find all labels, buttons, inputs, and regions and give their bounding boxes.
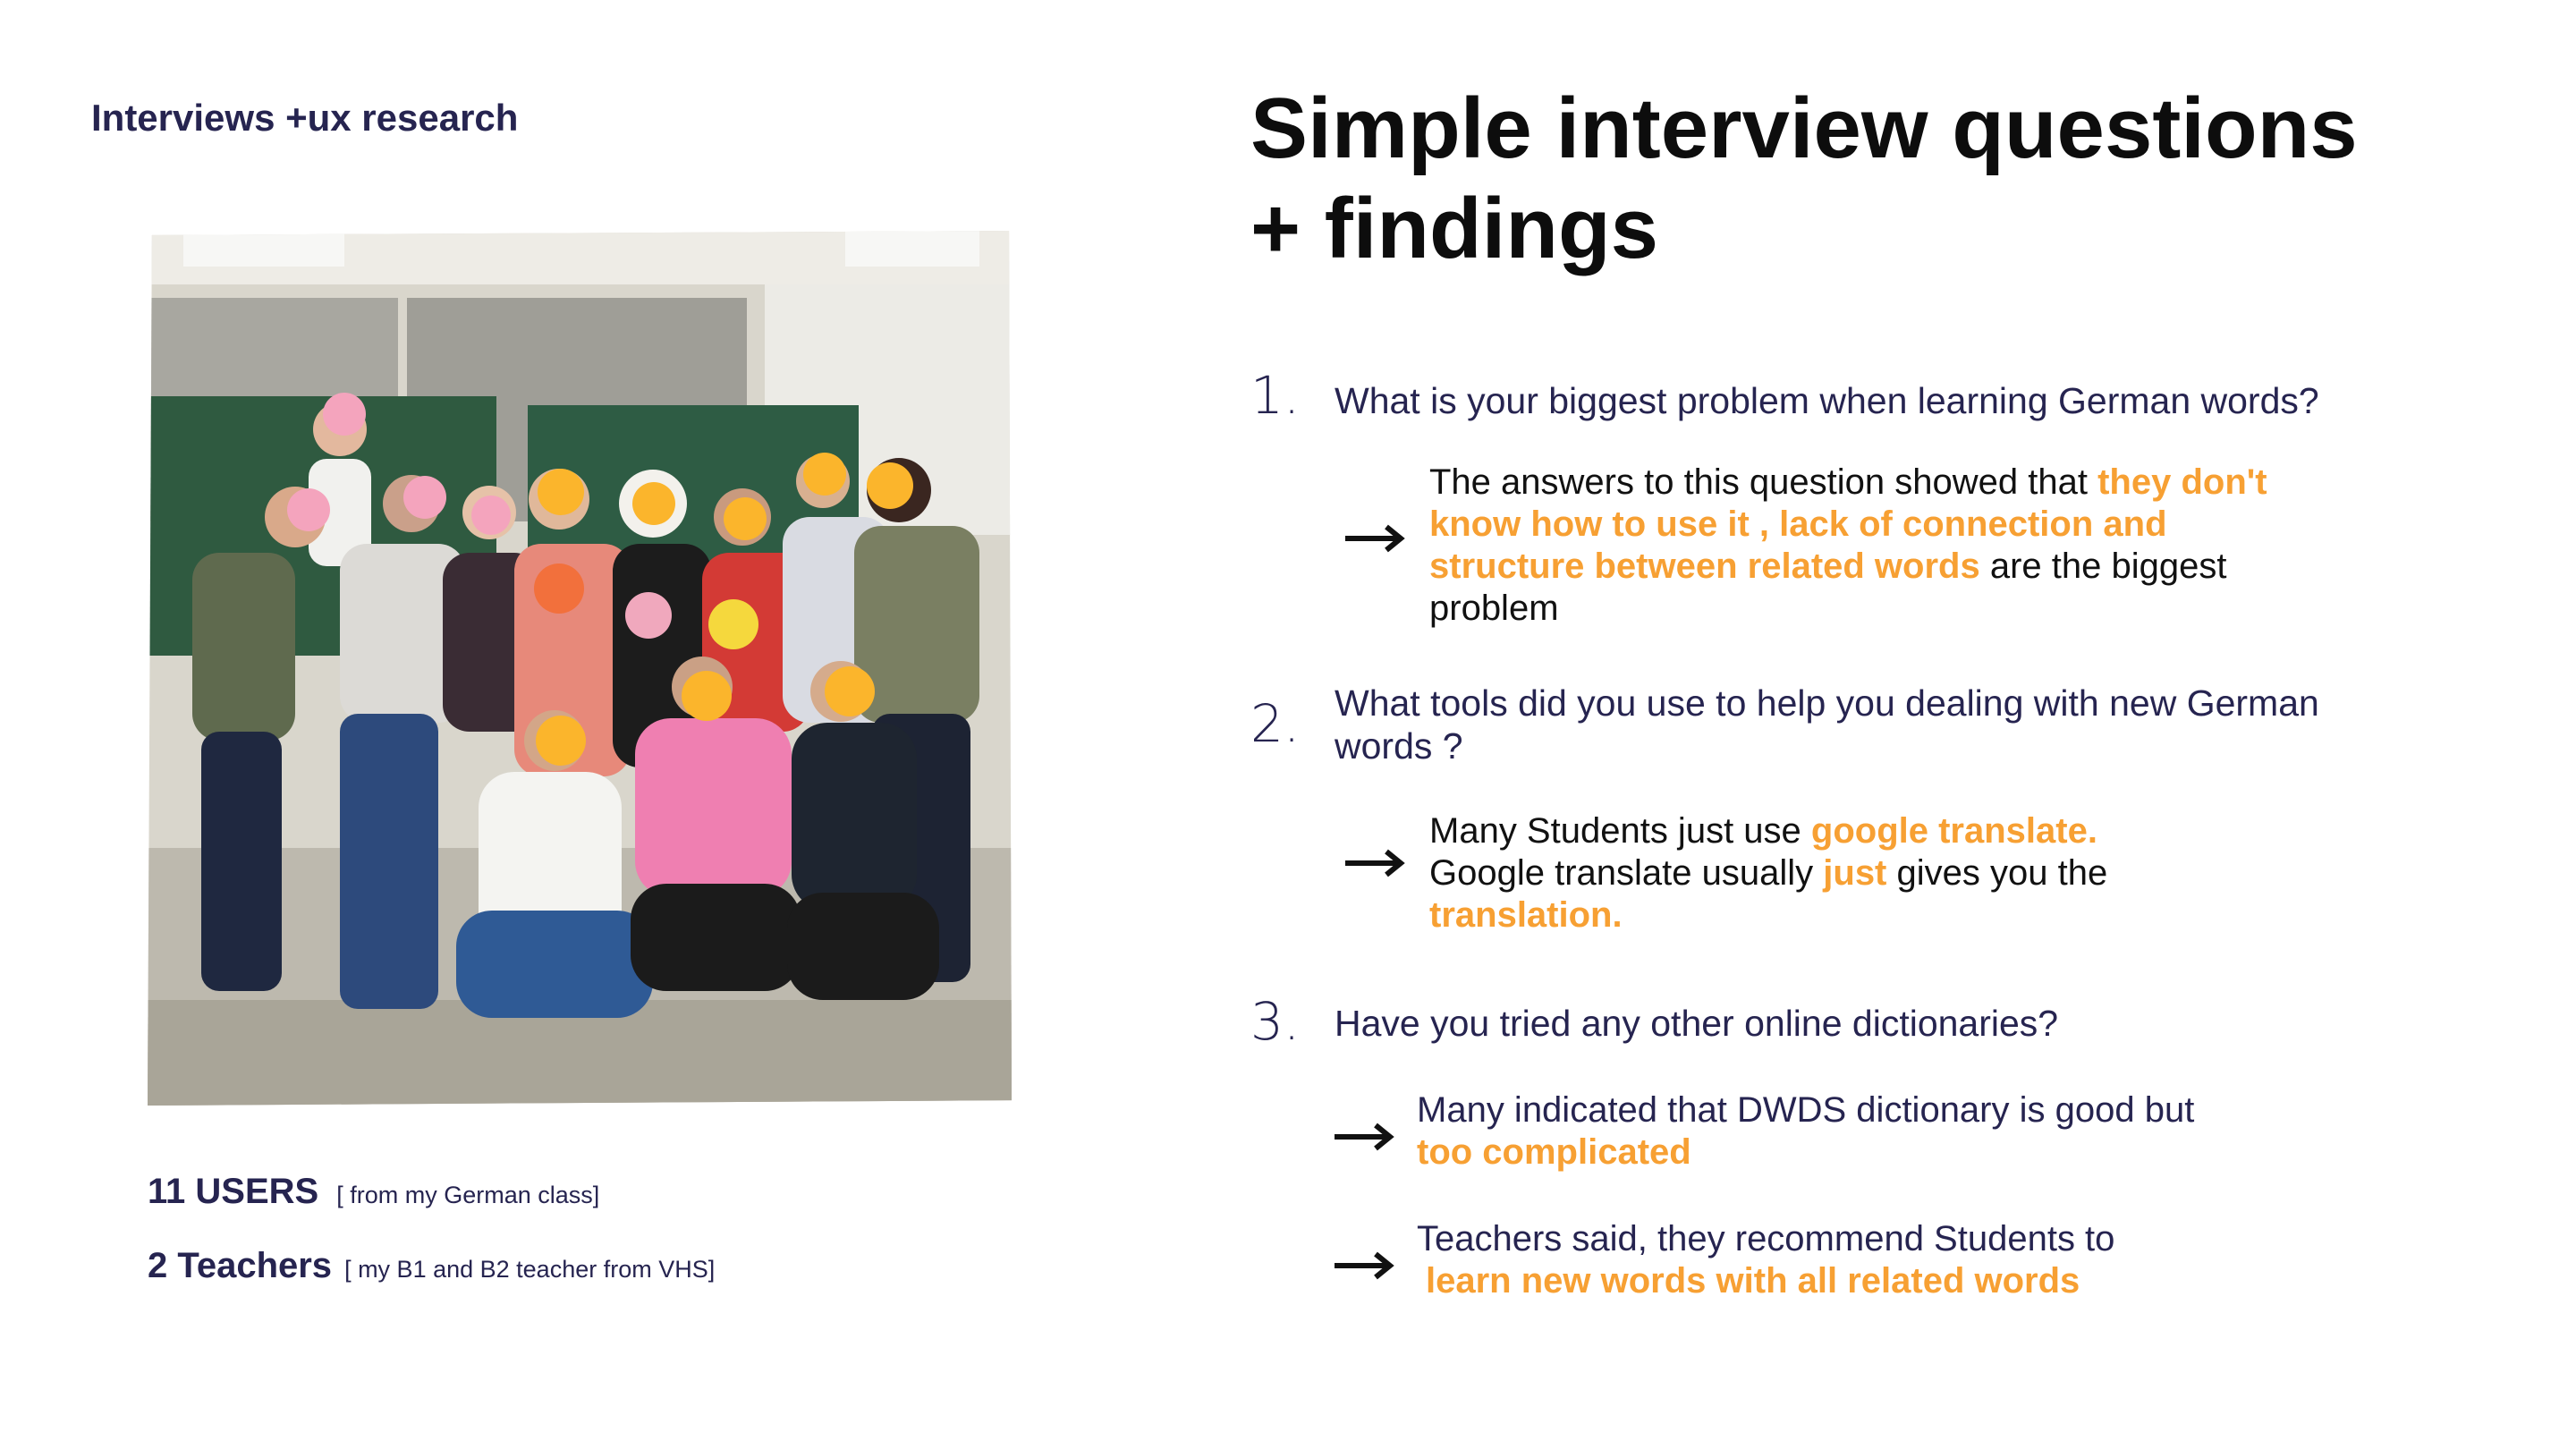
answer-text: The answers to this question showed that xyxy=(1429,462,2098,502)
page-title-line1: Simple interview questions xyxy=(1250,80,2358,176)
answer-1-1: The answers to this question showed that… xyxy=(1429,462,2395,630)
answer-text: gives you the xyxy=(1886,853,2108,893)
page-title-line2: + findings xyxy=(1250,181,1658,276)
answer-text: Many indicated that DWDS dictionary is g… xyxy=(1417,1090,2195,1130)
answer-highlight: just xyxy=(1823,853,1887,893)
group-photo xyxy=(148,231,1012,1106)
answer-text: are the biggest problem xyxy=(1429,547,2227,628)
answer-highlight: google translate. xyxy=(1810,811,2097,851)
question-2-number: 2. xyxy=(1250,693,1301,754)
stat-users: 11 USERS [ from my German class] xyxy=(148,1172,599,1212)
answer-text: Teachers said, they recommend Students t… xyxy=(1417,1219,2115,1258)
question-1-number: 1. xyxy=(1250,365,1301,426)
arrow-right-icon xyxy=(1345,524,1405,553)
question-2-text: What tools did you use to help you deali… xyxy=(1335,682,2319,767)
stat-users-note: [ from my German class] xyxy=(336,1182,600,1208)
arrow-right-icon xyxy=(1345,849,1405,877)
answer-highlight: too complicated xyxy=(1417,1132,1691,1172)
answer-highlight: they don't xyxy=(2097,462,2267,502)
question-1-text: What is your biggest problem when learni… xyxy=(1335,380,2319,421)
stat-users-label: 11 USERS xyxy=(148,1172,319,1211)
arrow-right-icon xyxy=(1335,1251,1394,1280)
answer-highlight: translation. xyxy=(1429,895,1623,935)
question-3-text: Have you tried any other online dictiona… xyxy=(1335,1003,2059,1044)
answer-2-1: Many Students just use google translate.… xyxy=(1429,810,2234,936)
answer-text: Many Students just use xyxy=(1429,811,1811,851)
page-title: Simple interview questions + findings xyxy=(1250,79,2413,279)
stat-teachers-label: 2 Teachers xyxy=(148,1246,333,1285)
answer-highlight: know how to use it , lack of connection … xyxy=(1429,504,2167,586)
arrow-right-icon xyxy=(1335,1123,1394,1151)
stat-teachers-note: [ my B1 and B2 teacher from VHS] xyxy=(344,1256,716,1283)
question-3-number: 3. xyxy=(1250,991,1301,1052)
stat-teachers: 2 Teachers [ my B1 and B2 teacher from V… xyxy=(148,1246,715,1286)
answer-highlight: learn new words with all related words xyxy=(1426,1261,2080,1301)
answer-text: Google translate usually xyxy=(1429,853,1824,893)
section-label: Interviews +ux research xyxy=(91,97,519,139)
answer-3-1: Many indicated that DWDS dictionary is g… xyxy=(1417,1089,2222,1174)
answer-3-2: Teachers said, they recommend Students t… xyxy=(1417,1218,2222,1302)
